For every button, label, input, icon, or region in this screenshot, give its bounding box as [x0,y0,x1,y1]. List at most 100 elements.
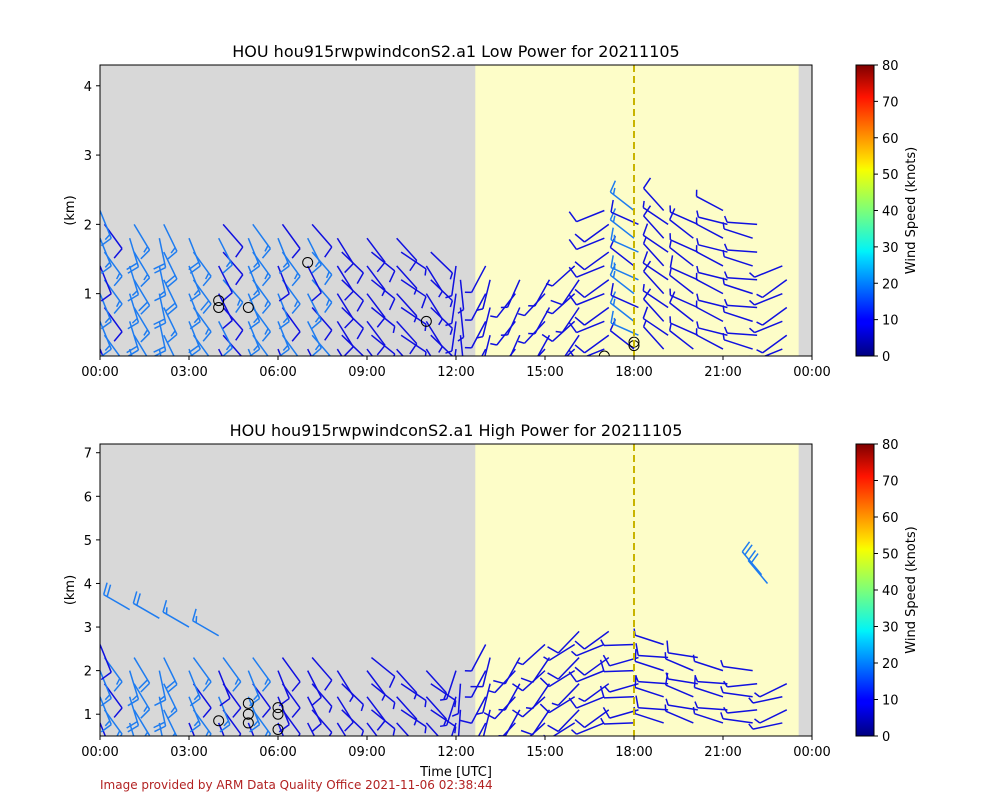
wind-barb [574,251,610,271]
wind-barb [722,249,753,267]
barb-feather [159,695,166,701]
barb-feather [100,723,112,733]
wind-barb [336,265,354,301]
wind-barb [642,200,669,225]
barb-feather [512,683,524,692]
barb-staff [609,682,639,693]
barb-staff [277,237,290,267]
barb-staff [311,334,332,356]
wind-barb [609,180,635,212]
barb-staff [217,670,231,699]
barb-feather [449,272,454,280]
wind-barb [188,237,201,274]
colorbar-tick-label: 60 [882,132,899,147]
wind-barb [247,348,252,356]
barb-feather [457,308,464,314]
wind-barb [247,670,261,707]
barb-staff [100,696,112,725]
barb-feather [234,678,240,685]
x-tick-label: 06:00 [259,365,296,380]
barb-staff [100,321,112,350]
barb-feather [360,730,365,736]
barb-feather [314,316,321,323]
wind-barb [158,722,163,736]
barb-staff [727,709,758,714]
wind-barb [756,306,788,326]
barb-staff [506,279,521,308]
colorbar-tick-label: 20 [882,277,899,292]
barb-feather [167,737,176,745]
barb-staff [163,279,178,308]
wind-barb [222,279,244,313]
wind-barb [306,348,313,356]
barb-staff [188,237,201,267]
barb-staff [694,660,724,672]
wind-barb [502,722,516,736]
wind-barb [217,237,233,274]
barb-staff [281,223,301,250]
barb-staff [188,722,196,736]
barb-feather [634,648,637,662]
barb-feather [267,355,268,356]
barb-staff [722,691,753,698]
barb-feather [204,678,210,685]
barb-feather [100,265,112,274]
barb-staff [446,696,457,726]
barb-feather [574,666,585,676]
wind-barb [722,222,753,239]
colorbar-tick-label: 80 [882,438,899,453]
barb-feather [376,344,386,356]
barb-staff [482,279,491,310]
barb-feather [223,720,229,727]
barb-staff [576,722,605,735]
barb-feather [376,317,386,328]
barb-feather [131,694,138,701]
barb-staff [457,683,462,714]
wind-barb [694,701,728,711]
wind-barb [722,333,753,350]
colorbar-label: Wind Speed (knots) [904,147,919,274]
barb-feather [127,321,139,330]
barb-feather [414,371,416,377]
barb-feather [153,721,166,729]
wind-barb [695,328,724,350]
barb-staff [163,709,178,736]
barb-staff [722,718,753,724]
barb-feather [166,278,178,288]
barb-feather [602,654,611,667]
barb-feather [189,265,201,274]
wind-barb [600,639,635,647]
barb-feather [193,720,200,727]
wind-barb [722,305,753,323]
barb-feather [449,300,454,308]
barb-feather [539,703,550,714]
wind-barb [311,657,333,691]
calm-marker [213,295,225,307]
barb-staff [665,710,694,724]
barb-feather [360,704,365,712]
wind-barb [133,657,151,693]
y-tick-label: 6 [84,490,92,505]
wind-barb [741,541,763,576]
barb-feather [388,676,396,688]
barb-feather [756,349,763,354]
wind-barb [748,696,783,704]
wind-barb [247,237,261,274]
barb-staff [722,665,753,672]
barb-staff [247,321,261,350]
barb-feather [493,679,506,685]
wind-barb [222,657,242,692]
barb-feather [191,608,197,621]
wind-barb [695,300,724,323]
barb-feather [612,270,616,278]
barb-feather [278,348,290,356]
wind-barb [723,271,758,281]
barb-staff [311,279,333,303]
barb-feather [293,300,299,308]
barb-feather [140,682,151,693]
barb-feather [143,329,149,336]
wind-barb [517,320,546,345]
barb-feather [253,261,259,268]
barb-feather [324,274,333,286]
barb-staff [311,683,333,707]
